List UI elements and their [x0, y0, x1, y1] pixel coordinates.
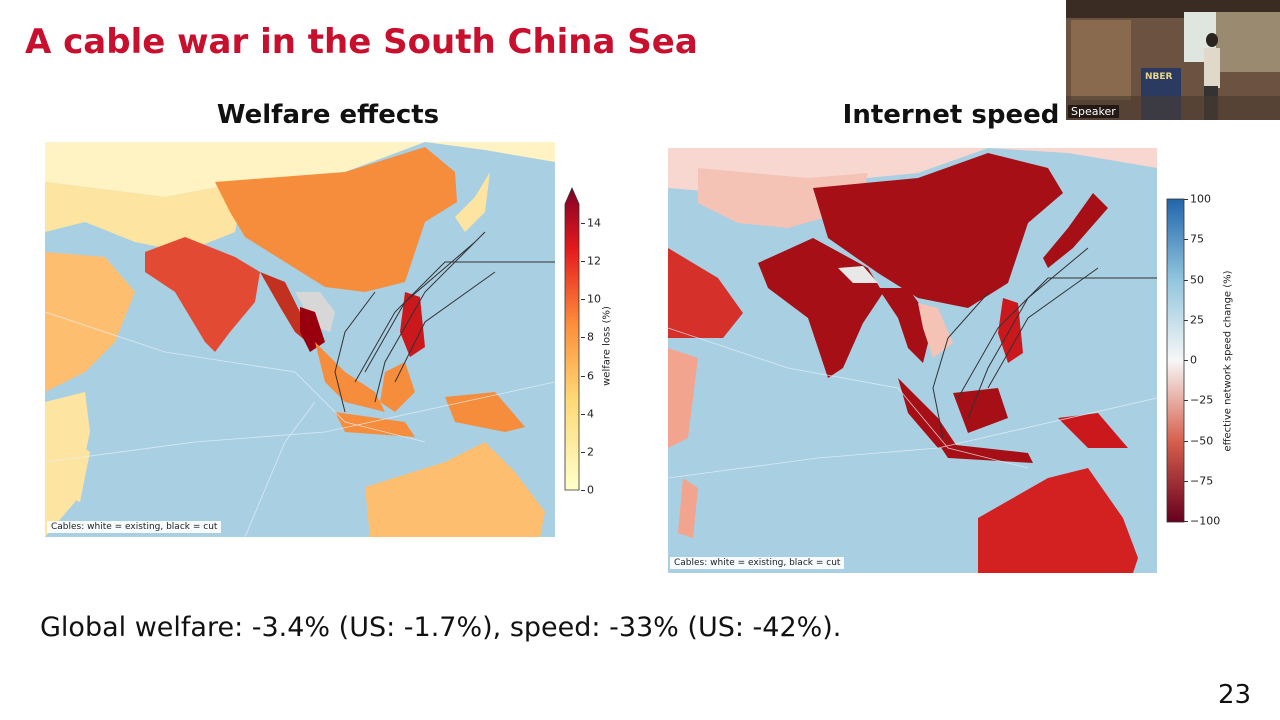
speaker-video: NBER	[1066, 0, 1280, 120]
colorbar-tick	[1184, 319, 1188, 321]
colorbar-tick	[1184, 239, 1188, 241]
colorbar-tick-label: −75	[1190, 474, 1214, 488]
speaker-label: Speaker	[1068, 105, 1119, 118]
welfare-map	[45, 142, 555, 537]
summary-text: Global welfare: -3.4% (US: -1.7%), speed…	[40, 612, 842, 643]
colorbar-tick	[581, 413, 585, 415]
colorbar-tick	[1184, 360, 1188, 361]
podium-sign: NBER	[1145, 72, 1173, 82]
colorbar-tick	[1184, 199, 1188, 200]
colorbar-tick-label: 10	[587, 292, 601, 306]
colorbar-tick	[581, 337, 585, 339]
colorbar	[1166, 198, 1185, 523]
map-caption: Cables: white = existing, black = cut	[670, 557, 845, 569]
colorbar-tick	[581, 451, 585, 453]
colorbar-tick-label: −50	[1190, 434, 1214, 447]
panel-title: Internet speed	[842, 100, 1060, 130]
colorbar-tick	[1184, 400, 1188, 402]
colorbar-tick-label: 25	[1190, 313, 1204, 327]
colorbar-tick	[1184, 521, 1188, 522]
colorbar-tick-label: 2	[587, 445, 594, 459]
colorbar-tick-label: 0	[587, 483, 594, 497]
colorbar-tick-label: −100	[1190, 514, 1221, 528]
colorbar-tick	[581, 261, 585, 263]
colorbar-tick-label: 0	[1190, 353, 1197, 367]
colorbar-label: welfare loss (%)	[601, 306, 613, 386]
colorbar-label: effective network speed change (%)	[1222, 270, 1234, 452]
panel-title: Welfare effects	[216, 100, 440, 130]
colorbar-tick-label: 6	[587, 369, 594, 383]
colorbar-tick-label: 50	[1190, 273, 1204, 286]
slide-title: A cable war in the South China Sea	[25, 22, 698, 62]
colorbar	[564, 187, 580, 491]
colorbar-tick-label: 4	[587, 407, 594, 421]
colorbar-tick	[1184, 440, 1188, 442]
colorbar-tick	[581, 375, 585, 377]
colorbar-tick-label: 8	[587, 330, 594, 344]
colorbar-tick-label: 12	[587, 254, 601, 268]
colorbar-tick	[581, 299, 585, 301]
colorbar-tick	[581, 223, 585, 224]
speed-map	[668, 148, 1157, 573]
map-caption: Cables: white = existing, black = cut	[47, 521, 222, 533]
page-number: 23	[1218, 680, 1252, 710]
colorbar-tick-label: 75	[1190, 232, 1204, 246]
colorbar-tick-label: 100	[1190, 192, 1211, 206]
video-frame	[1066, 0, 1280, 120]
colorbar-tick	[581, 490, 585, 491]
colorbar-tick	[1184, 480, 1188, 482]
colorbar-tick	[1184, 279, 1188, 281]
colorbar-tick-label: 14	[587, 216, 601, 230]
colorbar-tick-label: −25	[1190, 393, 1214, 407]
